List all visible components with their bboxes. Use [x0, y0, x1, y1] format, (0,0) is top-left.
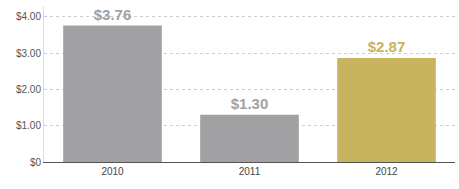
svg-text:$4.00: $4.00	[16, 11, 41, 22]
svg-text:$1.00: $1.00	[16, 120, 41, 131]
svg-text:2012: 2012	[375, 166, 398, 177]
svg-text:$1.30: $1.30	[231, 95, 269, 112]
svg-text:$0: $0	[30, 157, 42, 168]
svg-text:$3.00: $3.00	[16, 48, 41, 59]
svg-text:$2.87: $2.87	[368, 38, 406, 55]
svg-text:2010: 2010	[101, 166, 124, 177]
svg-text:$2.00: $2.00	[16, 84, 41, 95]
svg-text:2011: 2011	[239, 166, 261, 177]
svg-text:$3.76: $3.76	[94, 6, 132, 23]
